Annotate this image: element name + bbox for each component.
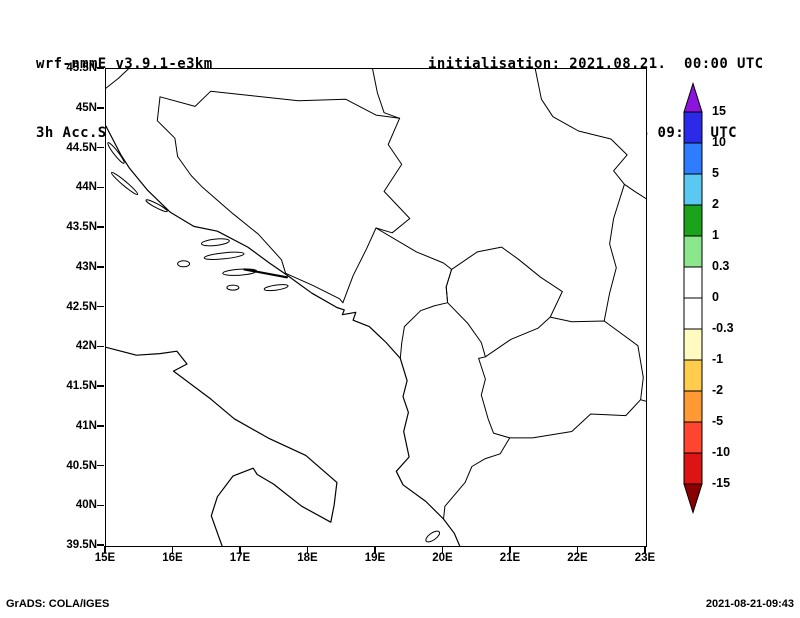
y-axis-tick-mark xyxy=(97,425,104,427)
x-axis-tick-mark xyxy=(441,546,444,553)
y-axis-tick-label: 42.5N xyxy=(66,300,97,313)
colorbar xyxy=(681,81,707,518)
colorbar-segment xyxy=(683,142,703,175)
border-montenegro xyxy=(342,227,453,359)
border-albania-greece xyxy=(443,437,511,520)
x-axis-tick-label: 20E xyxy=(432,552,453,564)
colorbar-segment xyxy=(683,235,703,268)
border-croatia-serbia xyxy=(372,69,401,119)
colorbar-tick-label: -10 xyxy=(712,445,731,459)
y-axis-tick-mark xyxy=(97,464,104,467)
x-axis-tick-label: 19E xyxy=(364,552,386,564)
peninsula-peljesac xyxy=(243,268,288,279)
coastline-italy xyxy=(106,346,338,546)
y-axis-tick-mark xyxy=(97,266,104,268)
x-axis-tick-label: 16E xyxy=(162,552,183,564)
x-axis-tick-mark xyxy=(374,546,376,553)
border-kosovo xyxy=(445,246,563,358)
border-bosnia-serbia-drina xyxy=(375,117,411,234)
colorbar-tick-label: -5 xyxy=(712,414,724,428)
colorbar-tick-label: -15 xyxy=(712,476,731,490)
islands-dalmatian xyxy=(107,142,441,543)
colorbar-tick-label: 10 xyxy=(712,135,726,149)
colorbar-segment xyxy=(683,173,703,206)
y-axis-tick-label: 41.5N xyxy=(66,380,97,392)
colorbar-tick-label: -0.3 xyxy=(712,321,734,335)
colorbar-segment xyxy=(683,204,703,237)
y-axis-tick-label: 45N xyxy=(75,101,97,114)
y-axis-tick-mark xyxy=(97,67,104,69)
colorbar-tick-label: -2 xyxy=(712,383,724,397)
border-north-macedonia xyxy=(478,316,646,439)
y-axis-tick-mark xyxy=(97,345,104,347)
y-axis-tick-label: 41N xyxy=(75,419,97,432)
y-axis-tick-label: 39.5N xyxy=(66,539,97,551)
y-axis-tick-label: 40N xyxy=(75,499,97,512)
x-axis-tick-label: 21E xyxy=(499,552,521,564)
y-axis-tick-mark xyxy=(97,146,104,149)
y-axis-tick-mark xyxy=(97,305,104,308)
colorbar-tick-label: 5 xyxy=(712,166,719,180)
y-axis-tick-label: 44N xyxy=(75,181,97,194)
y-axis-tick-mark xyxy=(97,504,104,506)
creation-timestamp: 2021-08-21-09:43 xyxy=(705,598,794,610)
y-axis-tick-label: 44.5N xyxy=(66,141,97,154)
y-axis-tick-label: 45.5N xyxy=(66,62,97,74)
colorbar-tick-label: 1 xyxy=(712,228,719,242)
y-axis-tick-label: 43.5N xyxy=(66,221,97,233)
map-svg xyxy=(106,69,646,546)
x-axis-tick-label: 18E xyxy=(297,552,318,564)
colorbar-tick-label: 2 xyxy=(712,197,719,211)
colorbar-scale xyxy=(683,81,703,515)
grads-credit: GrADS: COLA/IGES xyxy=(6,598,110,610)
x-axis-tick-label: 22E xyxy=(567,552,588,564)
colorbar-tick-label: 15 xyxy=(712,104,726,118)
x-axis-tick-label: 15E xyxy=(94,552,116,564)
y-axis-tick-mark xyxy=(97,107,104,109)
colorbar-arrow-bottom xyxy=(683,483,703,515)
colorbar-segment xyxy=(683,390,703,423)
y-axis-tick-label: 42N xyxy=(75,340,97,353)
x-axis-tick-mark xyxy=(171,546,174,553)
colorbar-segment xyxy=(683,421,703,454)
x-axis-tick-mark xyxy=(576,546,579,553)
border-croatia-bosnia xyxy=(156,90,401,304)
x-axis-tick-mark xyxy=(104,546,106,553)
x-axis-tick-label: 23E xyxy=(634,552,656,564)
y-axis-tick-mark xyxy=(97,544,104,546)
x-axis-tick-mark xyxy=(509,546,511,553)
border-serbia-romania-bulgaria xyxy=(534,69,646,322)
y-axis-tick-label: 40.5N xyxy=(66,459,97,472)
colorbar-segment xyxy=(683,328,703,361)
colorbar-segment xyxy=(683,297,703,330)
island-corfu xyxy=(425,530,441,543)
x-axis-tick-mark xyxy=(644,546,646,553)
colorbar-segment xyxy=(683,111,703,144)
colorbar-tick-label: 0 xyxy=(712,290,719,304)
colorbar-segment xyxy=(683,359,703,392)
colorbar-tick-label: 0.3 xyxy=(712,259,730,273)
y-axis-tick-label: 43N xyxy=(75,260,97,273)
colorbar-segment xyxy=(683,266,703,299)
map-plot-area xyxy=(105,68,647,547)
colorbar-segment xyxy=(683,452,703,485)
y-axis-tick-mark xyxy=(97,226,104,228)
x-axis-tick-label: 17E xyxy=(229,552,251,564)
colorbar-tick-label: -1 xyxy=(712,352,724,366)
coastline-east-adriatic xyxy=(106,125,461,546)
border-slovenia-croatia xyxy=(106,69,129,89)
y-axis-tick-mark xyxy=(97,186,104,188)
y-axis-tick-mark xyxy=(97,385,104,387)
colorbar-arrow-top xyxy=(683,81,703,113)
x-axis-tick-mark xyxy=(306,546,309,553)
x-axis-tick-mark xyxy=(239,546,241,553)
